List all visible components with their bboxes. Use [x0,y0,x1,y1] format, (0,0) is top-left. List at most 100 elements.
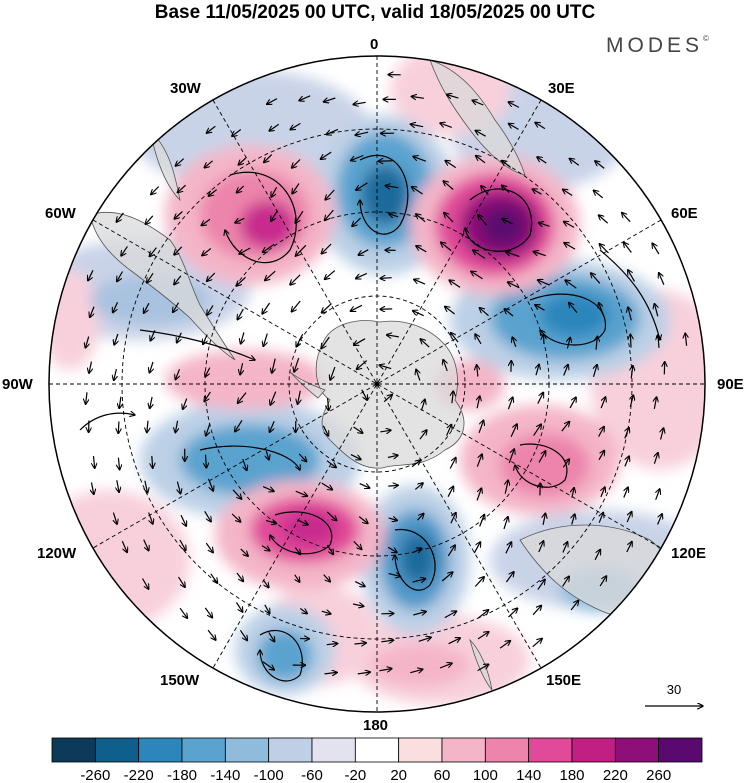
wind-vector-arrow [598,450,604,461]
wind-vector-arrow [262,579,269,588]
wind-vector-arrow [594,549,600,561]
wind-vector-arrow [412,579,426,582]
wind-vector-arrow [235,602,243,613]
wind-vector-arrow [537,392,544,404]
wind-vector-arrow [654,397,656,410]
wind-vector-arrow [295,244,307,256]
wind-vector-arrow [113,301,119,313]
colorbar-tick-label: 180 [559,767,584,783]
wind-vector-arrow [269,123,280,131]
wind-vector-arrow [387,546,397,552]
wind-vector-arrow [177,332,182,343]
colorbar-swatch [311,737,356,763]
wind-vector-arrow [572,488,574,498]
wind-vector-arrow [444,611,457,619]
wind-vector-arrow [206,454,207,468]
wind-vector-arrow [292,159,301,169]
wind-vector-arrow [411,96,424,98]
wind-vector-arrow [448,638,461,645]
wind-vector-arrow [533,252,546,257]
wind-vector-arrow [502,185,510,194]
wind-vector-arrow [414,483,423,490]
wind-vector-arrow [350,154,364,161]
wind-vector-arrow [631,366,633,379]
wind-vector-arrow [535,305,545,311]
wind-vector-arrow [624,456,629,467]
wind-vector-arrow [450,513,456,524]
wind-vector-arrow [562,576,570,587]
longitude-label-90e: 90E [717,376,744,393]
wind-vector-arrow [447,545,455,557]
wind-vector-arrow [380,278,392,279]
wind-vector-arrow [626,512,632,523]
wind-vector-arrow [177,184,187,192]
wind-vector-arrow [322,425,328,436]
wind-vector-arrow [297,519,308,525]
wind-vector-arrow [471,271,483,280]
wind-vector-arrow [418,637,432,642]
africa [429,59,526,176]
wind-vector-arrow [543,513,545,526]
colorbar-swatch [94,737,140,763]
wind-vector-arrow [599,512,603,523]
wind-vector-arrow [326,460,336,468]
wind-vector-arrow [150,396,153,409]
wind-vector-arrow [538,541,544,553]
wind-vector-arrow [533,424,542,436]
wind-vector-arrow [505,572,514,583]
wind-vector-arrow [380,430,391,432]
south-pole-marker [374,381,380,387]
wind-vector-arrow [149,247,157,257]
longitude-label-120w: 120W [37,545,77,562]
wind-vector-arrow [452,391,453,404]
wind-vector-arrow [118,457,119,470]
longitude-label-60e: 60E [671,205,698,222]
wind-vector-arrow [626,542,632,553]
wind-vector-arrow [328,397,329,411]
wind-vector-arrow [599,244,609,254]
wind-vector-arrow [447,486,453,497]
wind-vector-arrow [321,611,331,614]
wind-vector-arrow [628,307,631,321]
wind-vector-arrow [325,209,334,220]
colorbar-tick-label: -180 [167,767,197,783]
wind-vector-arrow [499,641,510,649]
colorbar-tick-label: -140 [210,767,240,783]
wind-vector-arrow [356,360,368,370]
wind-vector-arrow [508,608,518,618]
wind-vector-arrow [299,608,307,614]
wind-vector-arrow [473,250,486,259]
new-zealand [469,638,493,691]
wind-vector-arrow [204,510,211,522]
wind-vector-arrow [420,339,430,348]
map-border [48,55,706,713]
wind-vector-arrow [477,396,480,409]
wind-vector-arrow [326,511,337,521]
wind-vector-arrow [270,391,277,406]
wind-vector-arrow [237,308,244,320]
wind-vector-arrow [439,663,452,669]
longitude-label-180: 180 [363,717,389,734]
wind-vector-arrow [241,332,244,344]
colorbar-tick-label: 60 [434,767,451,783]
wind-vector-arrow [183,398,187,410]
wind-vector-arrow [121,246,128,256]
wind-vector-arrow [414,279,426,285]
reference-vector: 30 [645,682,703,706]
wind-vector-arrow [262,661,275,670]
wind-vector-arrow [388,574,401,577]
wind-vector-arrow [147,420,148,433]
wind-vector-arrow [174,246,183,255]
wind-vector-arrow [447,95,459,99]
wind-vector-arrow [445,306,455,315]
wind-vector-arrow [654,453,658,464]
wind-vector-arrow [320,151,332,159]
wind-vector-arrow [263,333,268,347]
wind-vector-arrow [116,212,124,222]
wind-vector-arrow [236,572,243,582]
colorbar: -260 -220 -180 -140 -100 -60 -20 20 60 100 140 180 2… [51,737,703,783]
wind-vector-arrow [325,189,335,200]
wind-vector-arrow [85,336,88,348]
wind-vector-arrow [271,187,278,197]
wind-vector-arrow [88,270,94,281]
